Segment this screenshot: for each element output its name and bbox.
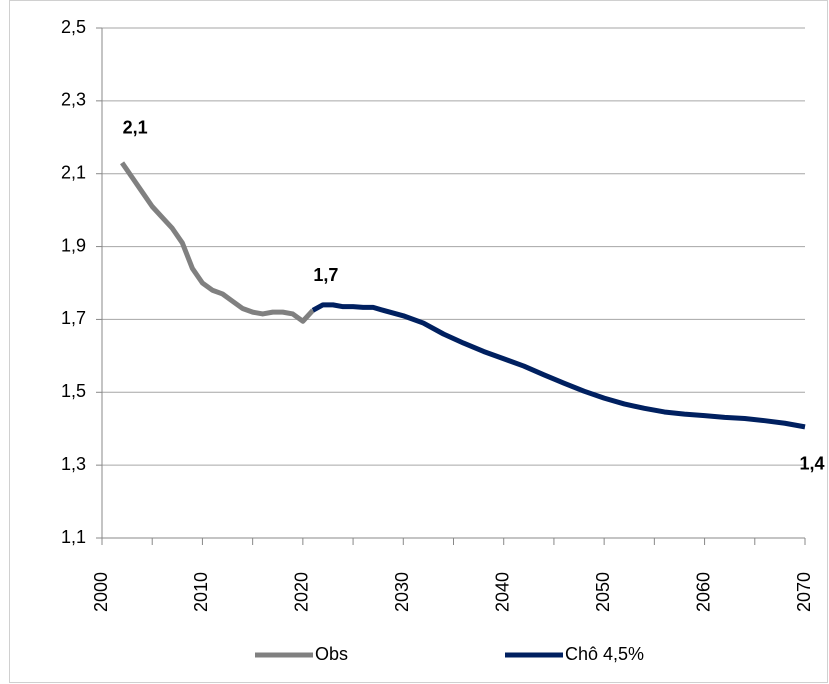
y-tick-label: 1,3 [61, 454, 86, 474]
x-tick-label: 2010 [191, 572, 211, 612]
x-tick-label: 2050 [593, 572, 613, 612]
x-tick-label: 2070 [794, 572, 814, 612]
data-label: 2,1 [123, 118, 148, 138]
data-label: 1,7 [313, 265, 338, 285]
y-tick-label: 1,5 [61, 381, 86, 401]
y-tick-label: 2,5 [61, 17, 86, 37]
data-label: 1,4 [799, 454, 824, 474]
x-tick-label: 2030 [392, 572, 412, 612]
y-tick-label: 1,7 [61, 308, 86, 328]
chart-frame [9, 0, 828, 683]
x-tick-label: 2040 [492, 572, 512, 612]
series-line [120, 161, 315, 324]
x-tick-label: 2020 [292, 572, 312, 612]
x-tick-label: 2060 [693, 572, 713, 612]
y-tick-label: 2,1 [61, 162, 86, 182]
y-tick-label: 1,1 [61, 527, 86, 547]
y-tick-label: 2,3 [61, 90, 86, 110]
series-line [311, 302, 806, 430]
legend-label: Chô 4,5% [565, 644, 644, 664]
y-tick-label: 1,9 [61, 235, 86, 255]
x-tick-label: 2000 [91, 572, 111, 612]
legend-label: Obs [315, 644, 348, 664]
